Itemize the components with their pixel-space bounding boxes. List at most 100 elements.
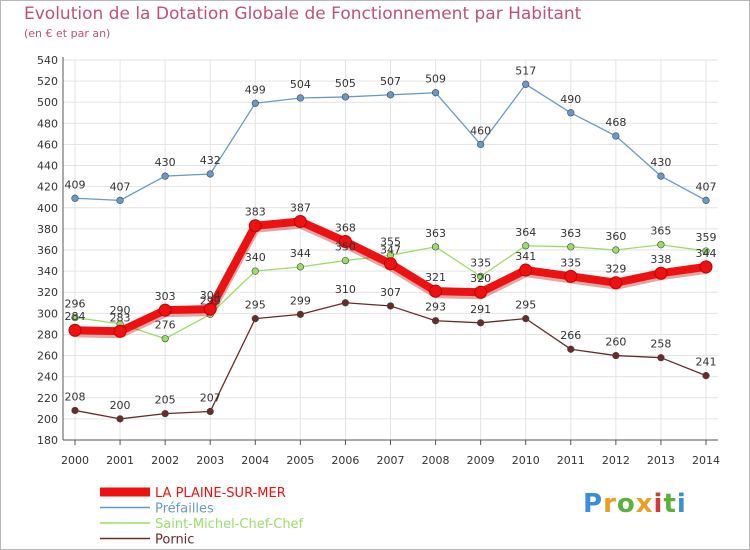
data-label: 320 [470, 272, 491, 285]
data-label: 409 [65, 178, 86, 191]
y-tick-label: 260 [37, 350, 58, 363]
data-label: 303 [155, 290, 176, 303]
data-label: 335 [560, 256, 581, 269]
data-label: 363 [425, 227, 446, 240]
data-label: 207 [200, 392, 221, 405]
data-point [702, 196, 710, 204]
data-label: 304 [200, 289, 221, 302]
data-point [477, 272, 485, 280]
data-point [474, 285, 488, 299]
data-point [116, 196, 124, 204]
data-point [522, 242, 530, 250]
data-label: 266 [560, 329, 581, 342]
data-point [612, 351, 620, 360]
data-point [431, 89, 440, 97]
data-label: 344 [696, 247, 717, 260]
data-point [519, 263, 533, 277]
data-label: 407 [110, 180, 131, 193]
data-label: 383 [245, 206, 266, 219]
data-label: 468 [605, 116, 626, 129]
data-point [522, 80, 530, 88]
data-label: 283 [110, 311, 131, 324]
data-point [477, 140, 485, 149]
x-tick-label: 2009 [467, 454, 495, 467]
data-label: 344 [290, 247, 311, 260]
data-point [609, 276, 623, 290]
data-label: 295 [515, 299, 536, 312]
data-label: 205 [155, 394, 176, 407]
data-label: 307 [380, 286, 401, 299]
data-point [702, 372, 710, 380]
data-label: 509 [425, 73, 446, 86]
data-point [251, 99, 259, 107]
legend-label: Préfailles [155, 502, 214, 517]
y-tick-label: 500 [37, 96, 58, 109]
data-point [71, 313, 79, 322]
data-label: 335 [470, 256, 491, 269]
data-label: 208 [65, 390, 86, 403]
y-tick-label: 380 [37, 223, 58, 236]
data-label: 295 [245, 299, 266, 312]
data-label: 432 [200, 154, 221, 167]
legend-label: Saint-Michel-Chef-Chef [155, 517, 304, 532]
chart-title: Evolution de la Dotation Globale de Fonc… [24, 4, 582, 24]
data-label: 299 [290, 294, 311, 307]
data-point [699, 260, 713, 274]
data-point [158, 303, 172, 317]
data-label: 365 [650, 225, 671, 238]
data-point [161, 335, 169, 343]
data-point [612, 246, 620, 254]
data-point [251, 267, 259, 275]
y-tick-label: 220 [37, 392, 58, 405]
y-tick-label: 180 [37, 434, 58, 447]
x-tick-label: 2006 [331, 454, 359, 467]
y-tick-label: 540 [37, 54, 58, 67]
data-label: 321 [425, 271, 446, 284]
x-tick-label: 2004 [241, 454, 269, 467]
data-point [116, 415, 124, 423]
data-point [657, 354, 665, 362]
data-label: 340 [245, 251, 266, 264]
data-label: 430 [650, 156, 671, 169]
data-label: 407 [696, 180, 717, 193]
y-tick-label: 520 [37, 75, 58, 88]
x-tick-label: 2012 [602, 454, 630, 467]
x-tick-label: 2003 [196, 454, 224, 467]
data-label: 363 [560, 227, 581, 240]
data-label: 341 [515, 250, 536, 263]
data-point [341, 93, 350, 101]
data-label: 490 [560, 93, 581, 106]
y-tick-label: 280 [37, 328, 58, 341]
data-label: 359 [696, 231, 717, 244]
y-tick-label: 240 [37, 371, 58, 384]
data-point [657, 172, 665, 180]
y-tick-label: 300 [37, 307, 58, 320]
y-tick-label: 400 [37, 202, 58, 215]
x-tick-label: 2002 [151, 454, 179, 467]
data-label: 291 [470, 303, 491, 316]
data-point [71, 406, 79, 415]
data-label: 360 [605, 230, 626, 243]
data-point [251, 315, 259, 323]
data-point [341, 299, 350, 307]
data-label: 499 [245, 83, 266, 96]
x-tick-label: 2007 [377, 454, 405, 467]
data-point [386, 302, 395, 310]
data-point [657, 241, 665, 249]
y-tick-label: 440 [37, 160, 58, 173]
data-point [71, 194, 79, 202]
data-label: 290 [110, 304, 131, 317]
x-tick-label: 2008 [422, 454, 450, 467]
data-point [338, 235, 352, 249]
data-label: 276 [155, 319, 176, 332]
data-label: 329 [605, 263, 626, 276]
x-tick-label: 2001 [106, 454, 134, 467]
data-point [567, 345, 575, 353]
data-label: 260 [605, 336, 626, 349]
x-tick-label: 2013 [647, 454, 675, 467]
data-point [296, 263, 304, 271]
chart-subtitle: (en € et par an) [24, 27, 111, 40]
data-point [206, 407, 214, 416]
y-tick-label: 340 [37, 265, 58, 278]
